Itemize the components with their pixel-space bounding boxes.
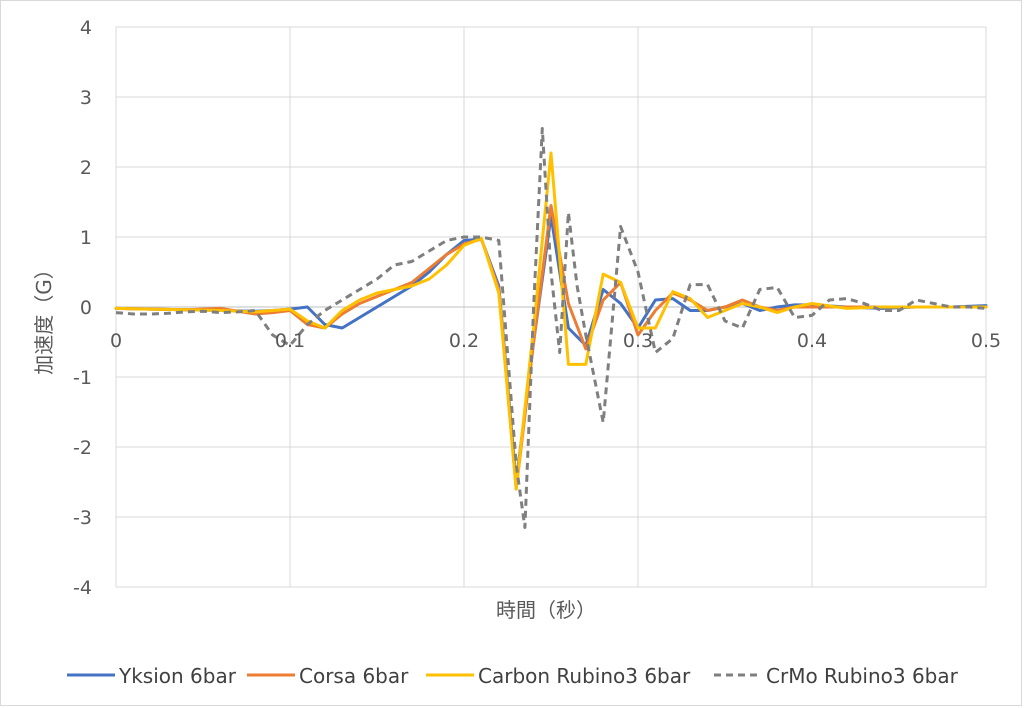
y-tick-label: -1	[73, 367, 92, 389]
x-tick-label: 0	[110, 330, 122, 352]
x-axis-title: 時間（秒）	[496, 598, 596, 622]
x-tick-label: 0.1	[275, 330, 305, 352]
series-line-4	[115, 127, 987, 529]
series-line-3	[114, 151, 988, 491]
y-tick-label: 1	[80, 227, 92, 249]
y-tick-label: -3	[73, 507, 92, 529]
y-tick-label: 3	[80, 87, 92, 109]
y-tick-label: 2	[80, 157, 92, 179]
legend-label-2: Corsa 6bar	[299, 664, 409, 688]
y-tick-labels: 4 3 2 1 0 -1 -2 -3 -4	[73, 17, 92, 599]
x-tick-label: 0.2	[449, 330, 479, 352]
y-tick-label: 0	[80, 297, 92, 319]
y-tick-label: -4	[73, 577, 92, 599]
legend-label-3: Carbon Rubino3 6bar	[478, 664, 691, 688]
x-tick-label: 0.5	[971, 330, 1001, 352]
legend-label-1: Yksion 6bar	[118, 664, 237, 688]
legend: Yksion 6bar Corsa 6bar Carbon Rubino3 6bar…	[67, 664, 959, 688]
legend-label-4: CrMo Rubino3 6bar	[766, 664, 959, 688]
x-tick-label: 0.4	[797, 330, 827, 352]
y-axis-title: 加速度（G）	[32, 259, 56, 375]
series-lines	[114, 127, 988, 529]
x-tick-labels: 0 0.1 0.2 0.3 0.4 0.5	[110, 330, 1001, 352]
y-tick-label: 4	[80, 17, 92, 39]
x-tick-label: 0.3	[623, 330, 653, 352]
y-tick-label: -2	[73, 437, 92, 459]
series-line-2	[114, 204, 988, 491]
